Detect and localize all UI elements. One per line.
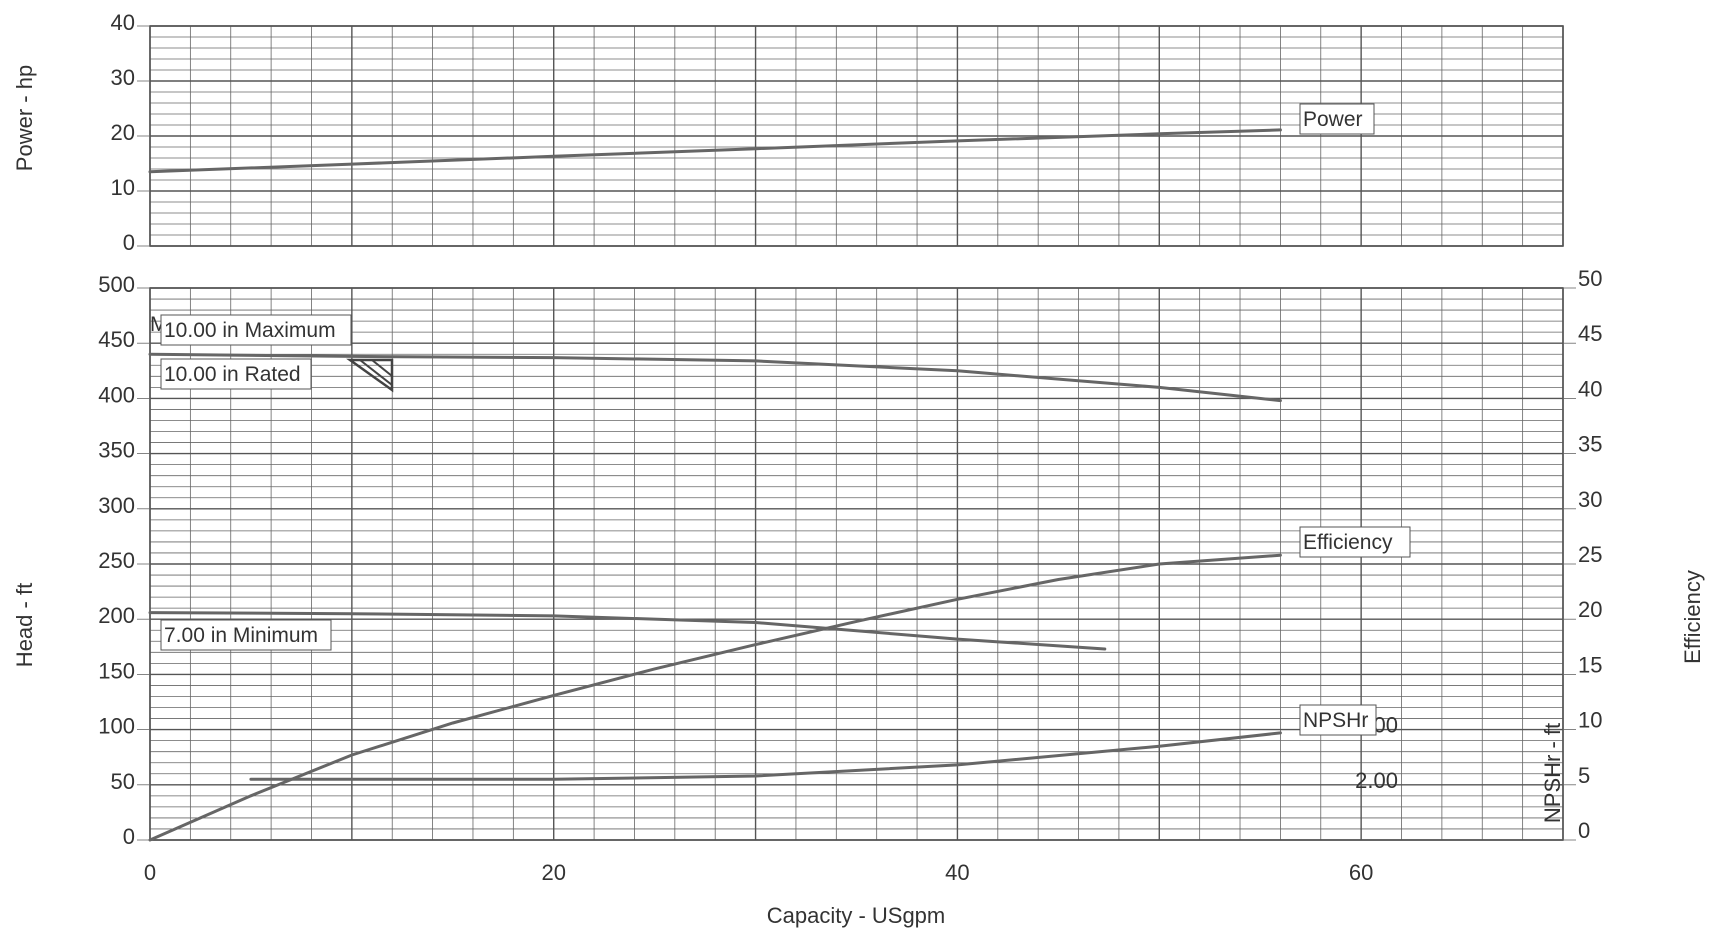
- head-y-tick-label: 0: [123, 824, 135, 849]
- efficiency-y-tick-label: 25: [1578, 542, 1602, 567]
- power-axis-title: Power - hp: [12, 65, 37, 171]
- power-series: [148, 128, 1282, 174]
- svg-text:10.00 in Maximum: 10.00 in Maximum: [164, 319, 336, 342]
- npshr-tick-label: 2.00: [1355, 768, 1398, 793]
- power-curve: [148, 128, 1282, 174]
- efficiency-y-tick-label: 15: [1578, 652, 1602, 677]
- efficiency-y-tick-label: 5: [1578, 763, 1590, 788]
- x-tick-label: 60: [1349, 860, 1373, 885]
- mcsf-marker: [346, 358, 394, 393]
- x-tick-label: 20: [541, 860, 565, 885]
- max-impeller-curve: [148, 352, 1282, 403]
- power-y-tick-label: 30: [111, 65, 135, 90]
- head-y-tick-label: 100: [98, 714, 135, 739]
- head-ticks: 0501001502002503003504004505000510152025…: [98, 266, 1602, 885]
- efficiency-y-tick-label: 50: [1578, 266, 1602, 291]
- head-y-tick-label: 500: [98, 272, 135, 297]
- svg-text:10.00 in Rated: 10.00 in Rated: [164, 363, 301, 386]
- power-y-tick-label: 0: [123, 230, 135, 255]
- efficiency-y-tick-label: 45: [1578, 321, 1602, 346]
- head-y-tick-label: 50: [111, 769, 135, 794]
- svg-text:7.00 in Minimum: 7.00 in Minimum: [164, 624, 318, 647]
- efficiency-y-tick-label: 40: [1578, 376, 1602, 401]
- npshr-series-label: NPSHr: [1299, 704, 1377, 736]
- head-y-tick-label: 400: [98, 382, 135, 407]
- power-grid-major: [149, 25, 1564, 247]
- power-series-label: Power: [1299, 103, 1375, 135]
- power-panel: 0 10 20 30 40 Power - hp Power: [12, 10, 1564, 255]
- efficiency-y-tick-label: 0: [1578, 818, 1590, 843]
- min-impeller-label: 7.00 in Minimum: [160, 619, 332, 651]
- head-y-tick-label: 250: [98, 548, 135, 573]
- efficiency-series-label: Efficiency: [1299, 526, 1411, 558]
- power-y-tick-label: 40: [111, 10, 135, 35]
- head-y-tick-label: 450: [98, 327, 135, 352]
- head-grid-major: [149, 287, 1564, 841]
- efficiency-y-tick-label: 30: [1578, 487, 1602, 512]
- head-y-tick-label: 200: [98, 603, 135, 628]
- npshr-axis-title: NPSHr - ft: [1540, 723, 1565, 823]
- min-impeller-curve: [148, 611, 1107, 651]
- rated-impeller-label: 10.00 in Rated: [160, 358, 312, 390]
- svg-text:Efficiency: Efficiency: [1303, 531, 1393, 554]
- efficiency-axis-title: Efficiency: [1680, 570, 1705, 664]
- max-impeller-label: 10.00 in Maximum: [160, 314, 352, 346]
- efficiency-y-tick-label: 35: [1578, 432, 1602, 457]
- head-axis-title: Head - ft: [12, 583, 37, 667]
- power-y-tick-label: 10: [111, 175, 135, 200]
- efficiency-y-tick-label: 10: [1578, 708, 1602, 733]
- power-y-tick-label: 20: [111, 120, 135, 145]
- svg-text:Power: Power: [1303, 108, 1363, 131]
- efficiency-y-tick-label: 20: [1578, 597, 1602, 622]
- head-series: [148, 352, 1282, 842]
- npshr-curve: [249, 731, 1282, 781]
- head-panel: 0501001502002503003504004505000510152025…: [12, 266, 1705, 928]
- x-tick-label: 40: [945, 860, 969, 885]
- power-y-ticks: 0 10 20 30 40: [111, 10, 150, 255]
- x-axis-title: Capacity - USgpm: [767, 903, 946, 928]
- x-tick-label: 0: [144, 860, 156, 885]
- svg-text:NPSHr: NPSHr: [1303, 709, 1368, 732]
- head-y-tick-label: 300: [98, 493, 135, 518]
- head-y-tick-label: 350: [98, 438, 135, 463]
- efficiency-curve: [148, 553, 1282, 842]
- head-y-tick-label: 150: [98, 658, 135, 683]
